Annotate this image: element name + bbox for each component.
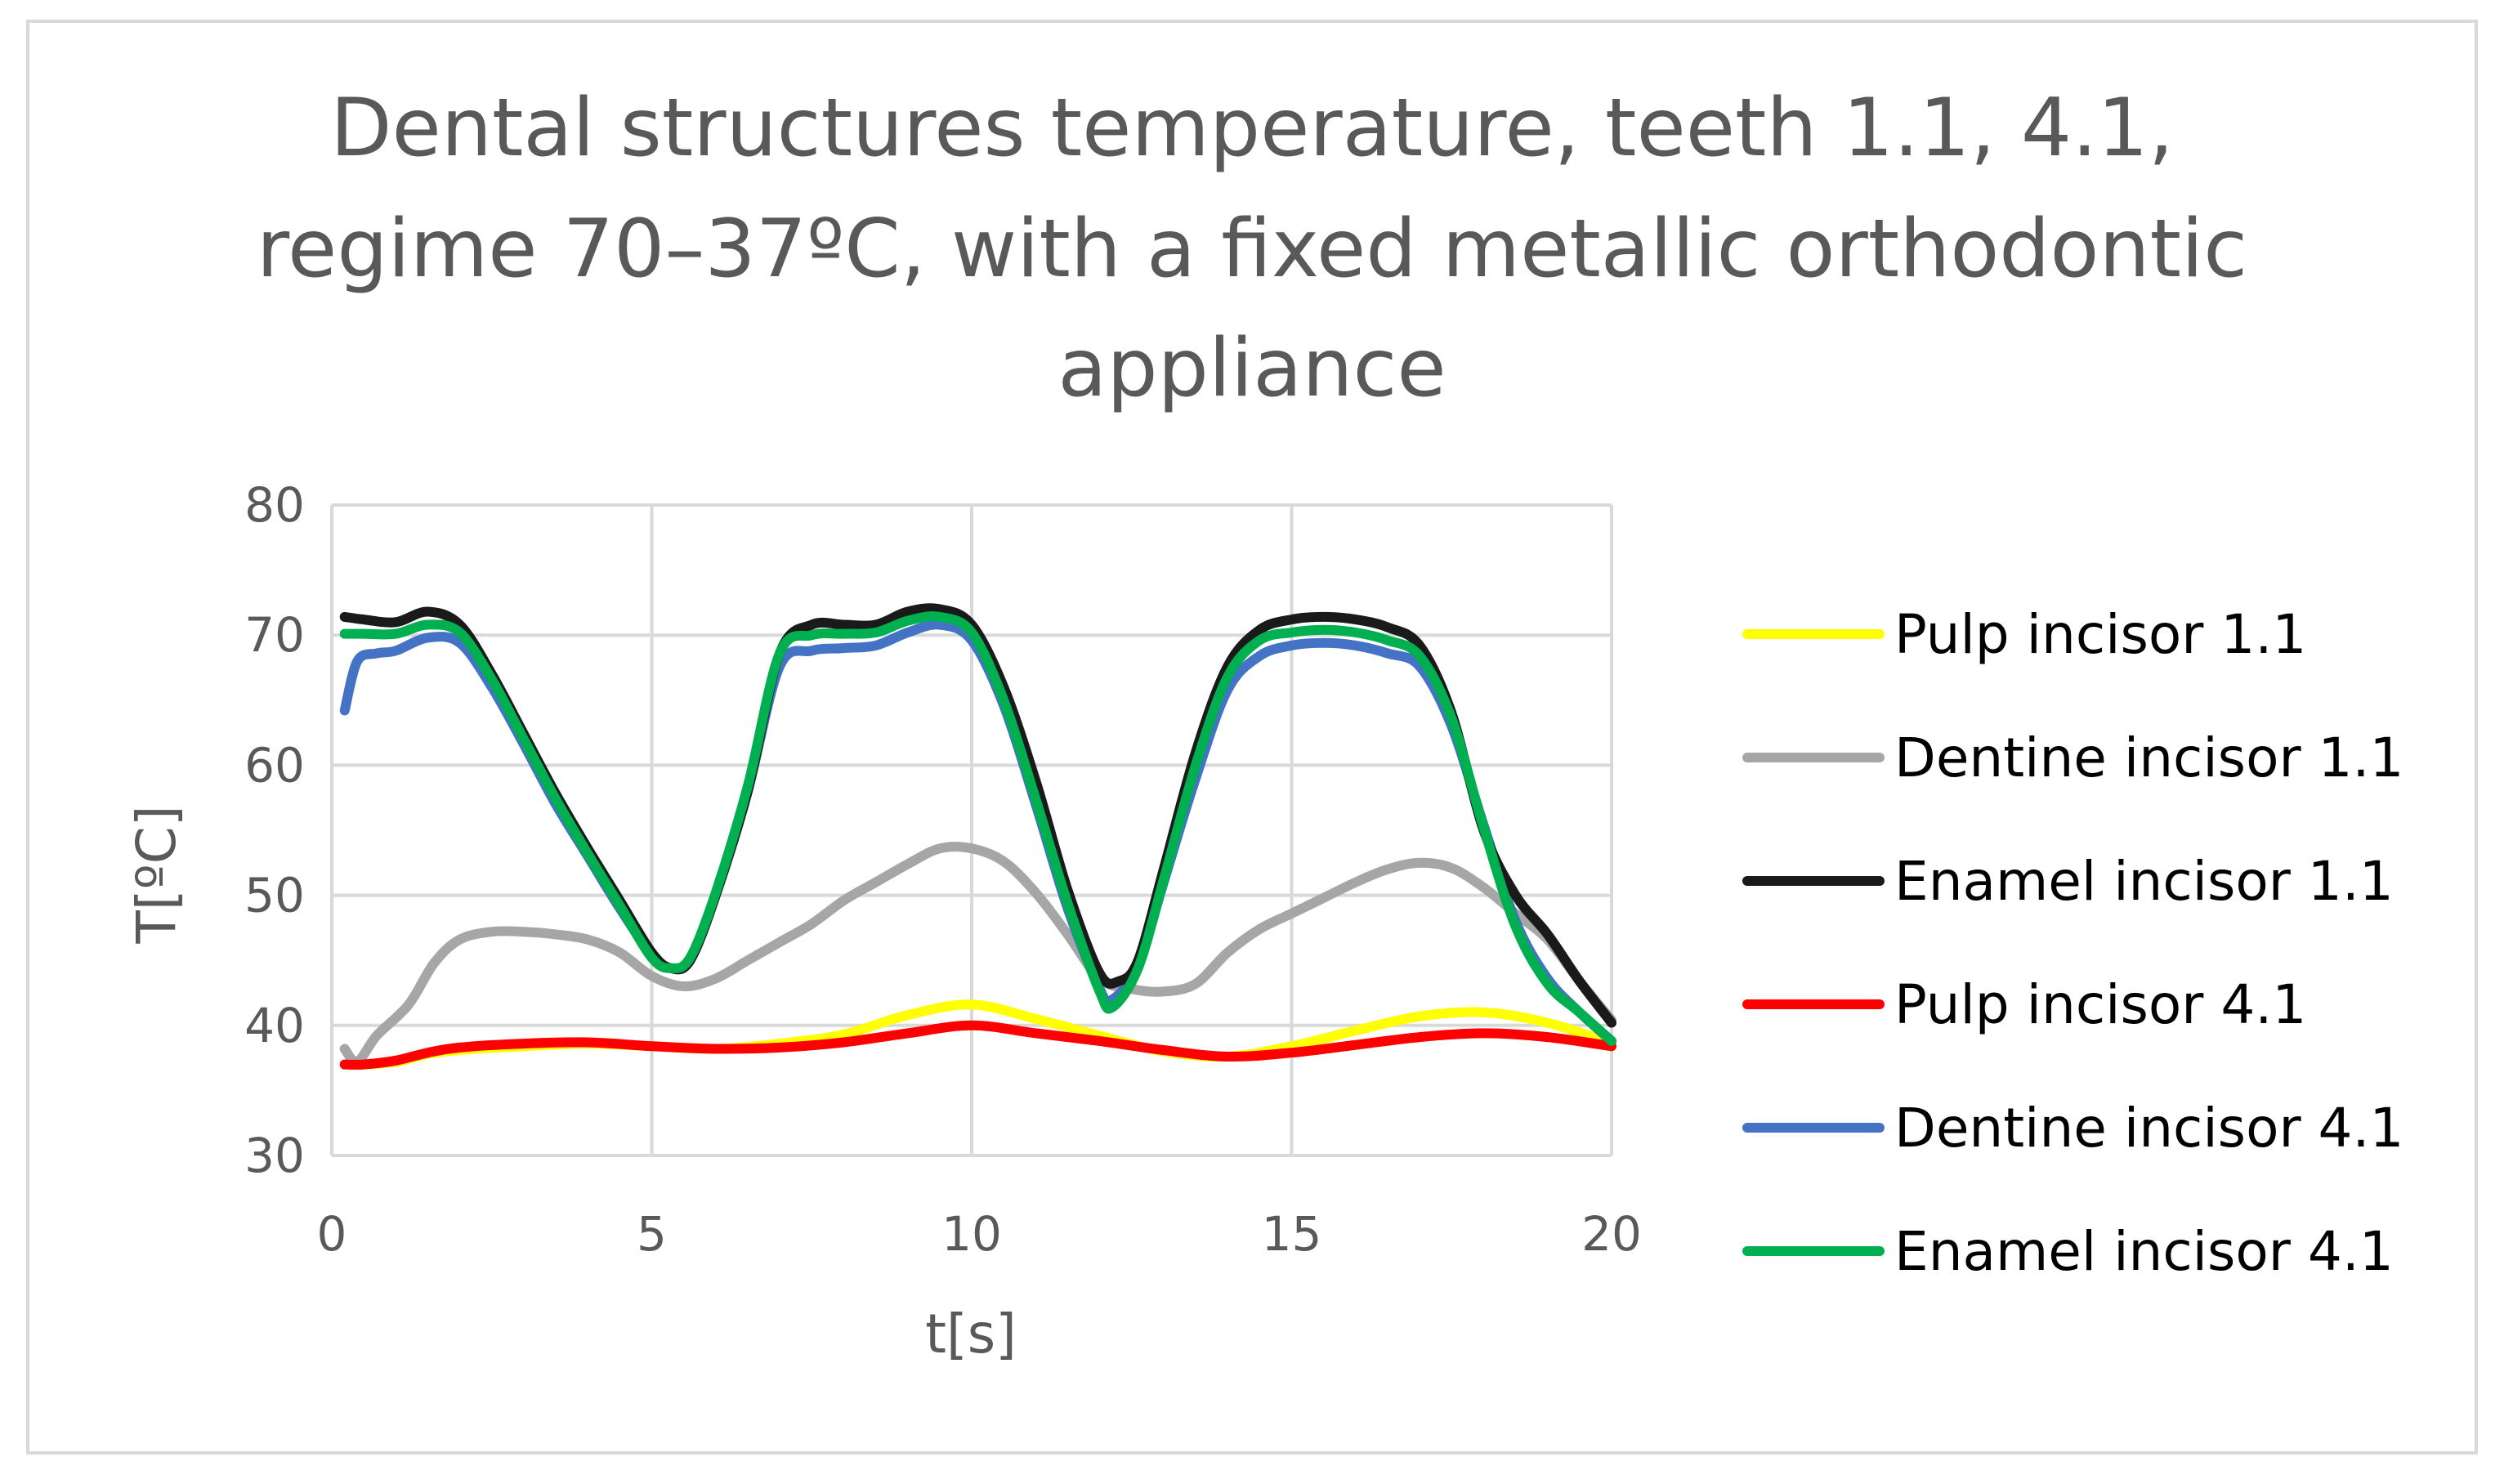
legend-label: Enamel incisor 1.1 — [1894, 850, 2394, 913]
legend-item-pulp-incisor-4-1: Pulp incisor 4.1 — [1742, 973, 2306, 1036]
legend-item-enamel-incisor-4-1: Enamel incisor 4.1 — [1742, 1220, 2394, 1283]
legend: Pulp incisor 1.1 Dentine incisor 1.1 Ename… — [1742, 603, 2404, 1283]
series-line-enamel-incisor-4-1 — [339, 611, 1616, 1046]
legend-item-dentine-incisor-1-1: Dentine incisor 1.1 — [1742, 726, 2404, 789]
legend-item-dentine-incisor-4-1: Dentine incisor 4.1 — [1742, 1097, 2404, 1160]
y-tick-label: 50 — [244, 868, 305, 923]
x-tick-label: 10 — [941, 1206, 1002, 1262]
x-tick-label: 20 — [1581, 1206, 1642, 1262]
legend-label: Dentine incisor 4.1 — [1894, 1097, 2404, 1160]
y-tick-label: 60 — [244, 737, 305, 793]
series-line-dentine-incisor-4-1 — [339, 619, 1616, 1046]
chart-title-line-3: appliance — [1057, 322, 1446, 415]
chart-title: Dental structures temperature, teeth 1.1… — [257, 82, 2247, 415]
x-tick-label: 0 — [317, 1206, 347, 1262]
plot-series — [339, 603, 1616, 1070]
series-line-dentine-incisor-1-1 — [339, 842, 1616, 1067]
legend-label: Enamel incisor 4.1 — [1894, 1220, 2394, 1283]
y-tick-label: 40 — [244, 998, 305, 1053]
chart-title-line-1: Dental structures temperature, teeth 1.1… — [330, 82, 2174, 175]
chart-title-line-2: regime 70–37ºC, with a fixed metallic or… — [257, 203, 2247, 296]
chart-frame — [26, 20, 2478, 1455]
grid — [330, 503, 1613, 1157]
y-tick-label: 80 — [244, 477, 305, 533]
series-line-pulp-incisor-4-1 — [339, 1020, 1616, 1070]
y-axis-title: T[ºC] — [125, 806, 188, 945]
y-tick-label: 70 — [244, 607, 305, 663]
legend-label: Dentine incisor 1.1 — [1894, 726, 2404, 789]
legend-label: Pulp incisor 4.1 — [1894, 973, 2306, 1036]
legend-label: Pulp incisor 1.1 — [1894, 603, 2306, 666]
y-tick-label: 30 — [244, 1128, 305, 1183]
x-axis-title: t[s] — [925, 1303, 1017, 1366]
x-tick-label: 5 — [637, 1206, 667, 1262]
x-tick-label: 15 — [1262, 1206, 1322, 1262]
legend-item-enamel-incisor-1-1: Enamel incisor 1.1 — [1742, 850, 2394, 913]
tick-labels: 30 40 50 60 70 80 0 5 10 15 20 — [244, 477, 1642, 1262]
legend-item-pulp-incisor-1-1: Pulp incisor 1.1 — [1742, 603, 2306, 666]
